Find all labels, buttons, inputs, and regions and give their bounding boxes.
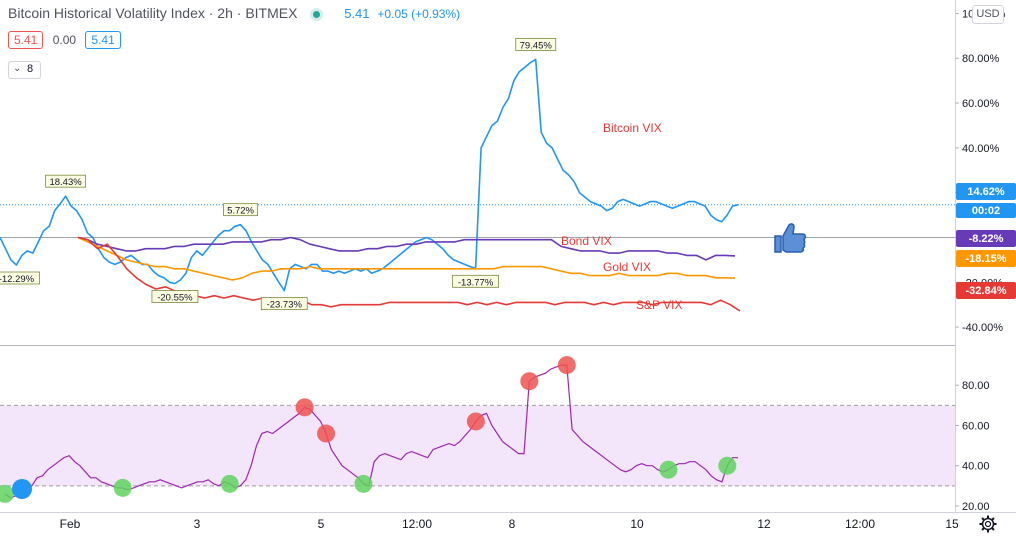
extreme-label: 5.72% bbox=[227, 206, 254, 217]
extreme-label: 18.43% bbox=[49, 177, 82, 188]
bond-vix-line bbox=[77, 236, 736, 261]
indicator-cloud-icon bbox=[12, 479, 32, 499]
extreme-label: 79.45% bbox=[520, 40, 553, 51]
extreme-label-box bbox=[0, 271, 40, 285]
series-name-label: S&P VIX bbox=[636, 298, 682, 312]
chevron-down-icon: ⌄ bbox=[13, 63, 22, 74]
price-badge bbox=[956, 250, 1016, 267]
mid-value: 0.00 bbox=[52, 33, 77, 47]
countdown-badge bbox=[956, 203, 1016, 218]
oversold-marker bbox=[718, 456, 737, 475]
last-value: 5.41 bbox=[344, 6, 370, 21]
gear-icon[interactable] bbox=[978, 514, 998, 534]
oversold-marker bbox=[659, 460, 678, 479]
gold-vix-line bbox=[77, 236, 736, 281]
rsi-tick-label: 80.00 bbox=[962, 380, 990, 392]
extreme-label: -12.29% bbox=[0, 274, 35, 285]
status-dot-icon bbox=[313, 10, 321, 18]
bitcoin-vix-line bbox=[0, 58, 739, 292]
extreme-label-box bbox=[223, 203, 258, 217]
extreme-label: -13.77% bbox=[458, 277, 494, 288]
overbought-marker bbox=[557, 356, 576, 375]
oversold-marker bbox=[113, 478, 132, 497]
x-tick-label: Feb bbox=[60, 517, 81, 531]
price-badge-label: -8.22% bbox=[969, 233, 1004, 245]
x-tick-label: 12:00 bbox=[845, 517, 875, 531]
extreme-label: -23.73% bbox=[267, 300, 303, 311]
oversold-marker bbox=[220, 474, 239, 493]
rsi-tick-label: 60.00 bbox=[962, 420, 990, 432]
oversold-marker bbox=[354, 474, 373, 493]
currency-button[interactable]: USD bbox=[972, 5, 1004, 24]
overbought-marker bbox=[466, 412, 485, 431]
y-tick-label: 60.00% bbox=[962, 98, 1000, 110]
extreme-label-box bbox=[151, 290, 199, 303]
overbought-marker bbox=[520, 372, 539, 391]
oversold-marker bbox=[0, 484, 14, 503]
y-tick-label: -40.00% bbox=[962, 322, 1003, 334]
change-value: +0.05 (+0.93%) bbox=[377, 7, 461, 21]
open-value: 5.41 bbox=[8, 31, 44, 49]
price-badge bbox=[956, 183, 1016, 200]
extreme-label: -20.55% bbox=[157, 293, 193, 304]
x-tick-label: 3 bbox=[194, 517, 201, 531]
x-tick-label: 10 bbox=[630, 517, 644, 531]
chart-header: Bitcoin Historical Volatility Index · 2h… bbox=[8, 5, 460, 21]
rsi-tick-label: 40.00 bbox=[962, 461, 990, 473]
x-tick-label: 5 bbox=[318, 517, 325, 531]
collapse-indicators-button[interactable]: ⌄ 8 bbox=[8, 61, 41, 79]
y-tick-label: 80.00% bbox=[962, 53, 1000, 65]
series-name-label: Bond VIX bbox=[561, 234, 612, 248]
overbought-marker bbox=[317, 424, 336, 443]
series-name-label: Bitcoin VIX bbox=[603, 121, 662, 135]
price-badge bbox=[956, 230, 1016, 247]
extreme-label-box bbox=[260, 297, 308, 311]
extreme-label-box bbox=[515, 38, 557, 51]
price-badge-label: 14.62% bbox=[967, 186, 1005, 198]
x-tick-label: 8 bbox=[509, 517, 516, 531]
legend-values: 5.41 0.00 5.41 bbox=[8, 31, 121, 49]
price-badge-label: -32.84% bbox=[966, 285, 1007, 297]
y-tick-label: 40.00% bbox=[962, 143, 1000, 155]
countdown-label: 00:02 bbox=[972, 205, 1000, 217]
rsi-tick-label: 20.00 bbox=[962, 501, 990, 513]
thumbs-up-icon bbox=[774, 223, 807, 253]
overbought-marker bbox=[295, 398, 314, 417]
x-tick-label: 12 bbox=[757, 517, 771, 531]
close-value: 5.41 bbox=[85, 31, 121, 49]
price-badge bbox=[956, 282, 1016, 299]
series-name-label: Gold VIX bbox=[603, 260, 651, 274]
symbol-title[interactable]: Bitcoin Historical Volatility Index · 2h… bbox=[8, 5, 298, 21]
extreme-label-box bbox=[45, 174, 86, 188]
x-tick-label: 15 bbox=[945, 517, 959, 531]
extreme-label-box bbox=[452, 274, 500, 288]
indicator-count: 8 bbox=[27, 63, 34, 75]
x-tick-label: 12:00 bbox=[402, 517, 432, 531]
price-badge-label: -18.15% bbox=[966, 253, 1007, 265]
